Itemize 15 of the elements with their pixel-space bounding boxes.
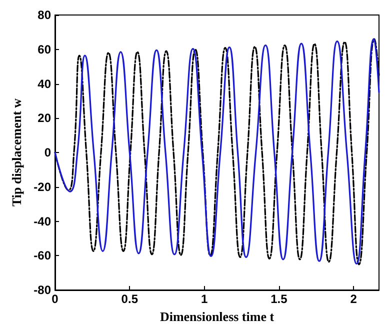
y-tick-label: -80 bbox=[34, 283, 52, 297]
y-tick-label: -40 bbox=[34, 214, 52, 228]
y-tick-label: 80 bbox=[38, 8, 52, 22]
y-tick-label: -60 bbox=[34, 248, 52, 263]
x-tick-label: 1.5 bbox=[270, 292, 288, 306]
y-tick-label: 20 bbox=[38, 111, 52, 126]
x-axis-title: Dimensionless time t bbox=[160, 308, 275, 324]
x-tick-label: 2 bbox=[350, 292, 358, 306]
y-tick-label: -20 bbox=[34, 180, 52, 194]
y-tick-label: 40 bbox=[38, 76, 52, 91]
x-tick-label: 1 bbox=[200, 292, 208, 306]
y-tick-label: 0 bbox=[44, 146, 52, 160]
y-tick-label: 60 bbox=[38, 42, 52, 56]
y-axis-title: Tip displacement w bbox=[8, 98, 24, 207]
x-tick-label: 0.5 bbox=[121, 292, 138, 306]
